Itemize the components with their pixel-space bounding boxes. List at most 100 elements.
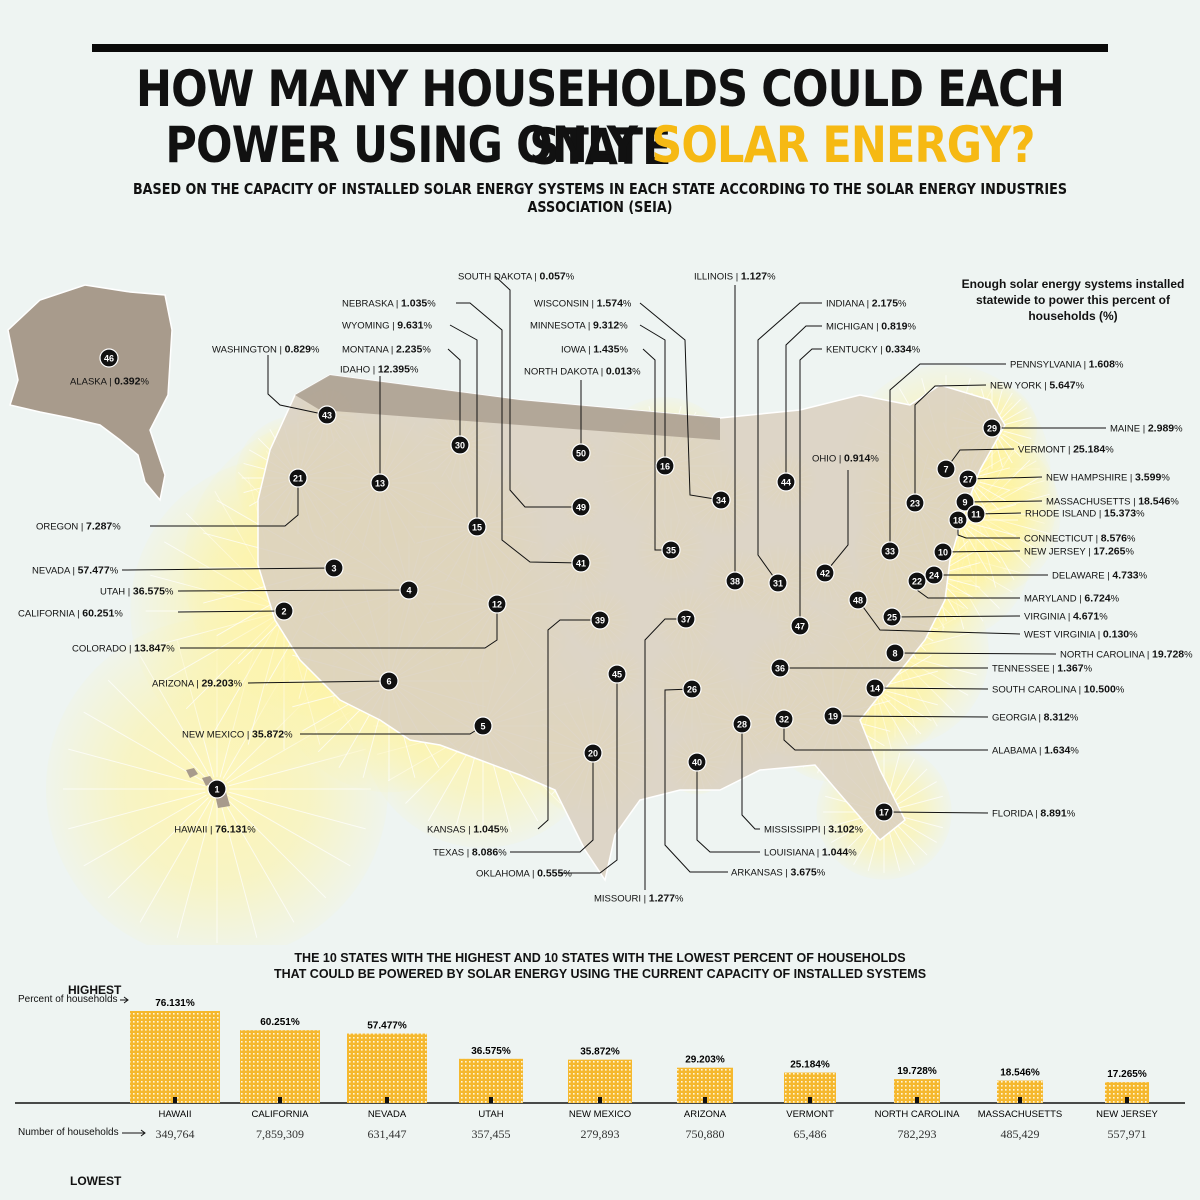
bar-category-label: NEW MEXICO	[569, 1109, 631, 1120]
bar-nevada	[347, 1033, 427, 1103]
state-pct: 8.891	[1040, 808, 1066, 820]
rank-number-24: 24	[929, 571, 939, 581]
rank-number-31: 31	[773, 579, 783, 589]
state-name: INDIANA |	[826, 299, 872, 310]
glow-ray	[1000, 398, 1022, 420]
bar-value-label: 17.265%	[1107, 1069, 1147, 1080]
rank-number-34: 34	[716, 496, 726, 506]
state-name: NEW HAMPSHIRE |	[1046, 473, 1135, 484]
state-name: IOWA |	[561, 345, 593, 356]
rank-marker-35	[661, 540, 681, 560]
bar-value-label: 76.131%	[155, 998, 195, 1009]
state-name: VERMONT |	[1018, 445, 1073, 456]
state-pct: 8.312	[1044, 712, 1070, 724]
state-label-north-carolina: NORTH CAROLINA | 19.728%	[1060, 649, 1193, 661]
rank-marker-18	[948, 510, 968, 530]
leader-south-carolina	[874, 687, 989, 690]
state-pct: 17.265	[1093, 546, 1125, 558]
leader-virginia	[891, 615, 1021, 618]
state-name: PENNSYLVANIA |	[1010, 360, 1089, 371]
state-pct-unit: %	[410, 365, 419, 376]
bar-tick	[1018, 1097, 1022, 1103]
state-label-arizona: ARIZONA | 29.203%	[152, 678, 243, 690]
state-label-washington: WASHINGTON | 0.829%	[212, 344, 320, 356]
page-title-line1: HOW MANY HOUSEHOLDS COULD EACH STATE	[136, 60, 1065, 176]
leader-oregon	[150, 478, 299, 527]
rank-number-12: 12	[492, 600, 502, 610]
state-pct: 2.989	[1148, 423, 1174, 435]
bottom-chart-title: THE 10 STATES WITH THE HIGHEST AND 10 ST…	[0, 950, 1200, 982]
state-name: ALASKA |	[70, 377, 114, 388]
glow-ray	[83, 794, 207, 867]
rank-number-40: 40	[692, 758, 702, 768]
state-pct-unit: %	[566, 272, 575, 283]
bar-tick	[278, 1097, 282, 1103]
rank-marker-20	[583, 743, 603, 763]
rank-number-20: 20	[588, 749, 598, 759]
state-pct: 10.500	[1084, 684, 1116, 696]
glow-ray	[892, 768, 928, 804]
state-label-virginia: VIRGINIA | 4.671%	[1024, 611, 1108, 623]
rank-marker-30	[450, 435, 470, 455]
rank-marker-11	[966, 504, 986, 524]
state-pct: 0.013	[606, 366, 632, 378]
state-label-indiana: INDIANA | 2.175%	[826, 298, 907, 310]
bar-new-jersey	[1105, 1082, 1149, 1103]
state-pct-unit: %	[422, 345, 431, 356]
state-pct-unit: %	[1111, 594, 1120, 605]
rank-number-29: 29	[987, 424, 997, 434]
state-pct: 0.829	[285, 344, 311, 356]
state-name: NEW JERSEY |	[1024, 547, 1093, 558]
glow-ray	[68, 791, 206, 830]
glow-ray	[886, 670, 939, 686]
bar-households-label: 65,486	[794, 1127, 827, 1141]
bar-value-label: 29.203%	[685, 1055, 725, 1066]
rank-marker-21	[288, 468, 308, 488]
rank-number-28: 28	[737, 720, 747, 730]
state-pct-unit: %	[912, 345, 921, 356]
rank-marker-39	[590, 610, 610, 630]
leader-arizona	[247, 680, 390, 684]
bar-value-label: 19.728%	[897, 1066, 937, 1077]
state-label-pennsylvania: PENNSYLVANIA | 1.608%	[1010, 359, 1124, 371]
state-label-wisconsin: WISCONSIN | 1.574%	[534, 298, 632, 310]
bar-households-label: 750,880	[686, 1127, 725, 1141]
glow-ray	[1002, 433, 1028, 449]
state-label-arkansas: ARKANSAS | 3.675%	[731, 867, 826, 879]
rank-marker-26	[682, 679, 702, 699]
bar-category-label: NEW JERSEY	[1096, 1109, 1158, 1120]
state-pct: 0.914	[844, 453, 870, 465]
state-name: WYOMING |	[342, 321, 397, 332]
glow-ray	[1000, 436, 1022, 458]
bar-households-label: 631,447	[368, 1127, 407, 1141]
state-label-utah: UTAH | 36.575%	[100, 586, 174, 598]
rank-number-1: 1	[214, 785, 219, 795]
state-pct-unit: %	[1076, 381, 1085, 392]
leader-pennsylvania	[889, 363, 1006, 551]
glow-ray	[68, 748, 206, 787]
state-pct-unit: %	[427, 299, 436, 310]
leader-nebraska	[456, 302, 582, 564]
bar-north-carolina	[894, 1079, 940, 1103]
bar-category-label: MASSACHUSETTS	[978, 1109, 1062, 1120]
state-name: TENNESSEE |	[992, 664, 1057, 675]
rank-marker-50	[571, 443, 591, 463]
bar-category-label: VERMONT	[786, 1109, 834, 1120]
state-label-delaware: DELAWARE | 4.733%	[1052, 570, 1148, 582]
state-pct-unit: %	[424, 321, 433, 332]
state-label-idaho: IDAHO | 12.395%	[340, 364, 419, 376]
leader-montana	[447, 348, 461, 445]
glow-ray	[895, 795, 943, 810]
glow-ray	[973, 489, 991, 517]
rank-number-22: 22	[912, 577, 922, 587]
state-pct-unit: %	[1139, 571, 1148, 582]
rank-marker-25	[882, 607, 902, 627]
rank-marker-8	[885, 643, 905, 663]
title-highlight: SOLAR ENERGY?	[651, 116, 1035, 174]
state-pct-unit: %	[1174, 424, 1183, 435]
state-pct-unit: %	[675, 894, 684, 905]
bars-layer: 76.131% HAWAII 349,764 60.251% CALIFORNIA 7,8…	[130, 998, 1159, 1141]
state-name: OKLAHOMA |	[476, 869, 537, 880]
state-label-oklahoma: OKLAHOMA | 0.555%	[476, 868, 572, 880]
rank-marker-6	[379, 671, 399, 691]
